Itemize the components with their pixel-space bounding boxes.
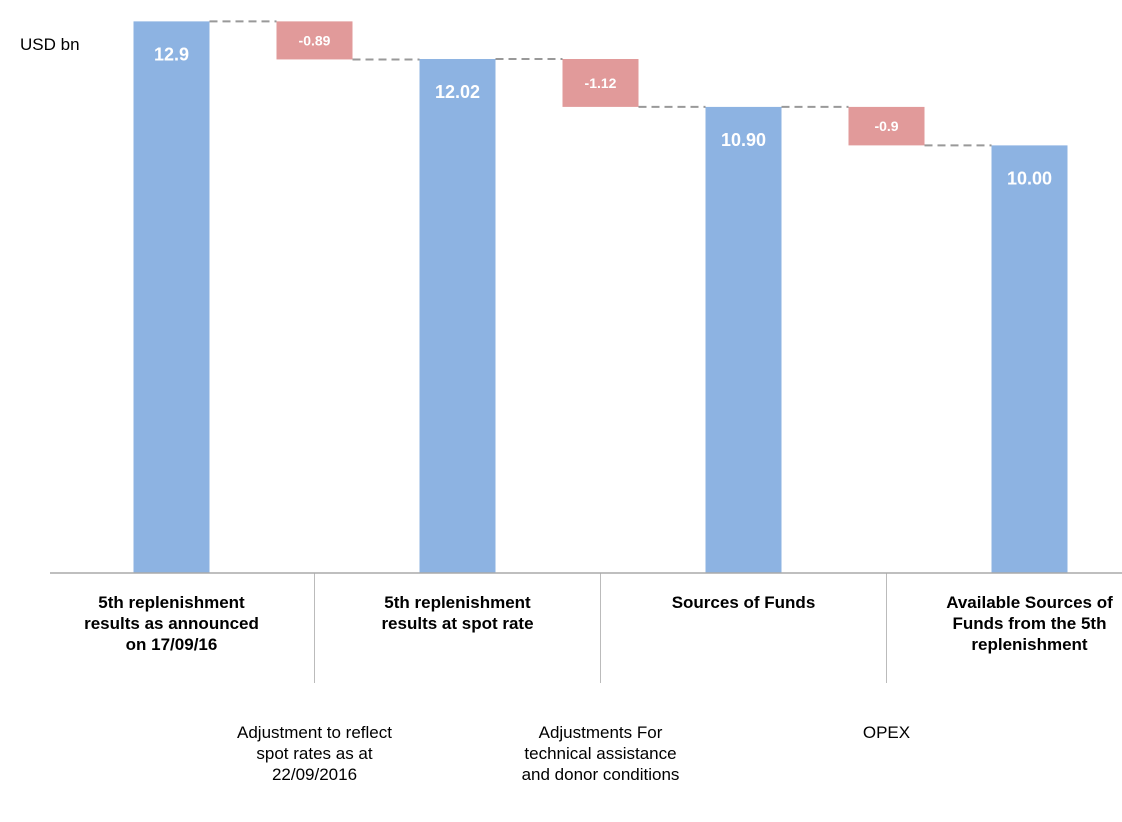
- bar: [705, 106, 782, 573]
- value-label: -0.9: [874, 118, 898, 134]
- category-label: Available Sources of Funds from the 5th …: [946, 593, 1113, 654]
- unit-label: USD bn: [20, 35, 80, 54]
- category-label: 5th replenishment results at spot rate: [381, 593, 534, 633]
- category-label: OPEX: [862, 723, 911, 742]
- value-label: 10.90: [721, 130, 766, 150]
- category-label: 5th replenishment results as announced o…: [84, 593, 259, 654]
- value-label: -1.12: [585, 75, 617, 91]
- bar: [562, 59, 639, 107]
- bar: [848, 106, 925, 146]
- value-label: 12.9: [154, 44, 189, 64]
- bar: [276, 21, 353, 60]
- bar: [991, 145, 1068, 573]
- category-label: Adjustment to reflect spot rates as at 2…: [237, 723, 392, 784]
- value-label: 12.02: [435, 82, 480, 102]
- category-label: Sources of Funds: [671, 593, 816, 612]
- bar: [133, 21, 210, 573]
- value-label: -0.89: [299, 32, 331, 48]
- value-label: 10.00: [1007, 168, 1052, 188]
- bar: [419, 59, 496, 574]
- category-label: Adjustments For technical assistance and…: [521, 723, 680, 784]
